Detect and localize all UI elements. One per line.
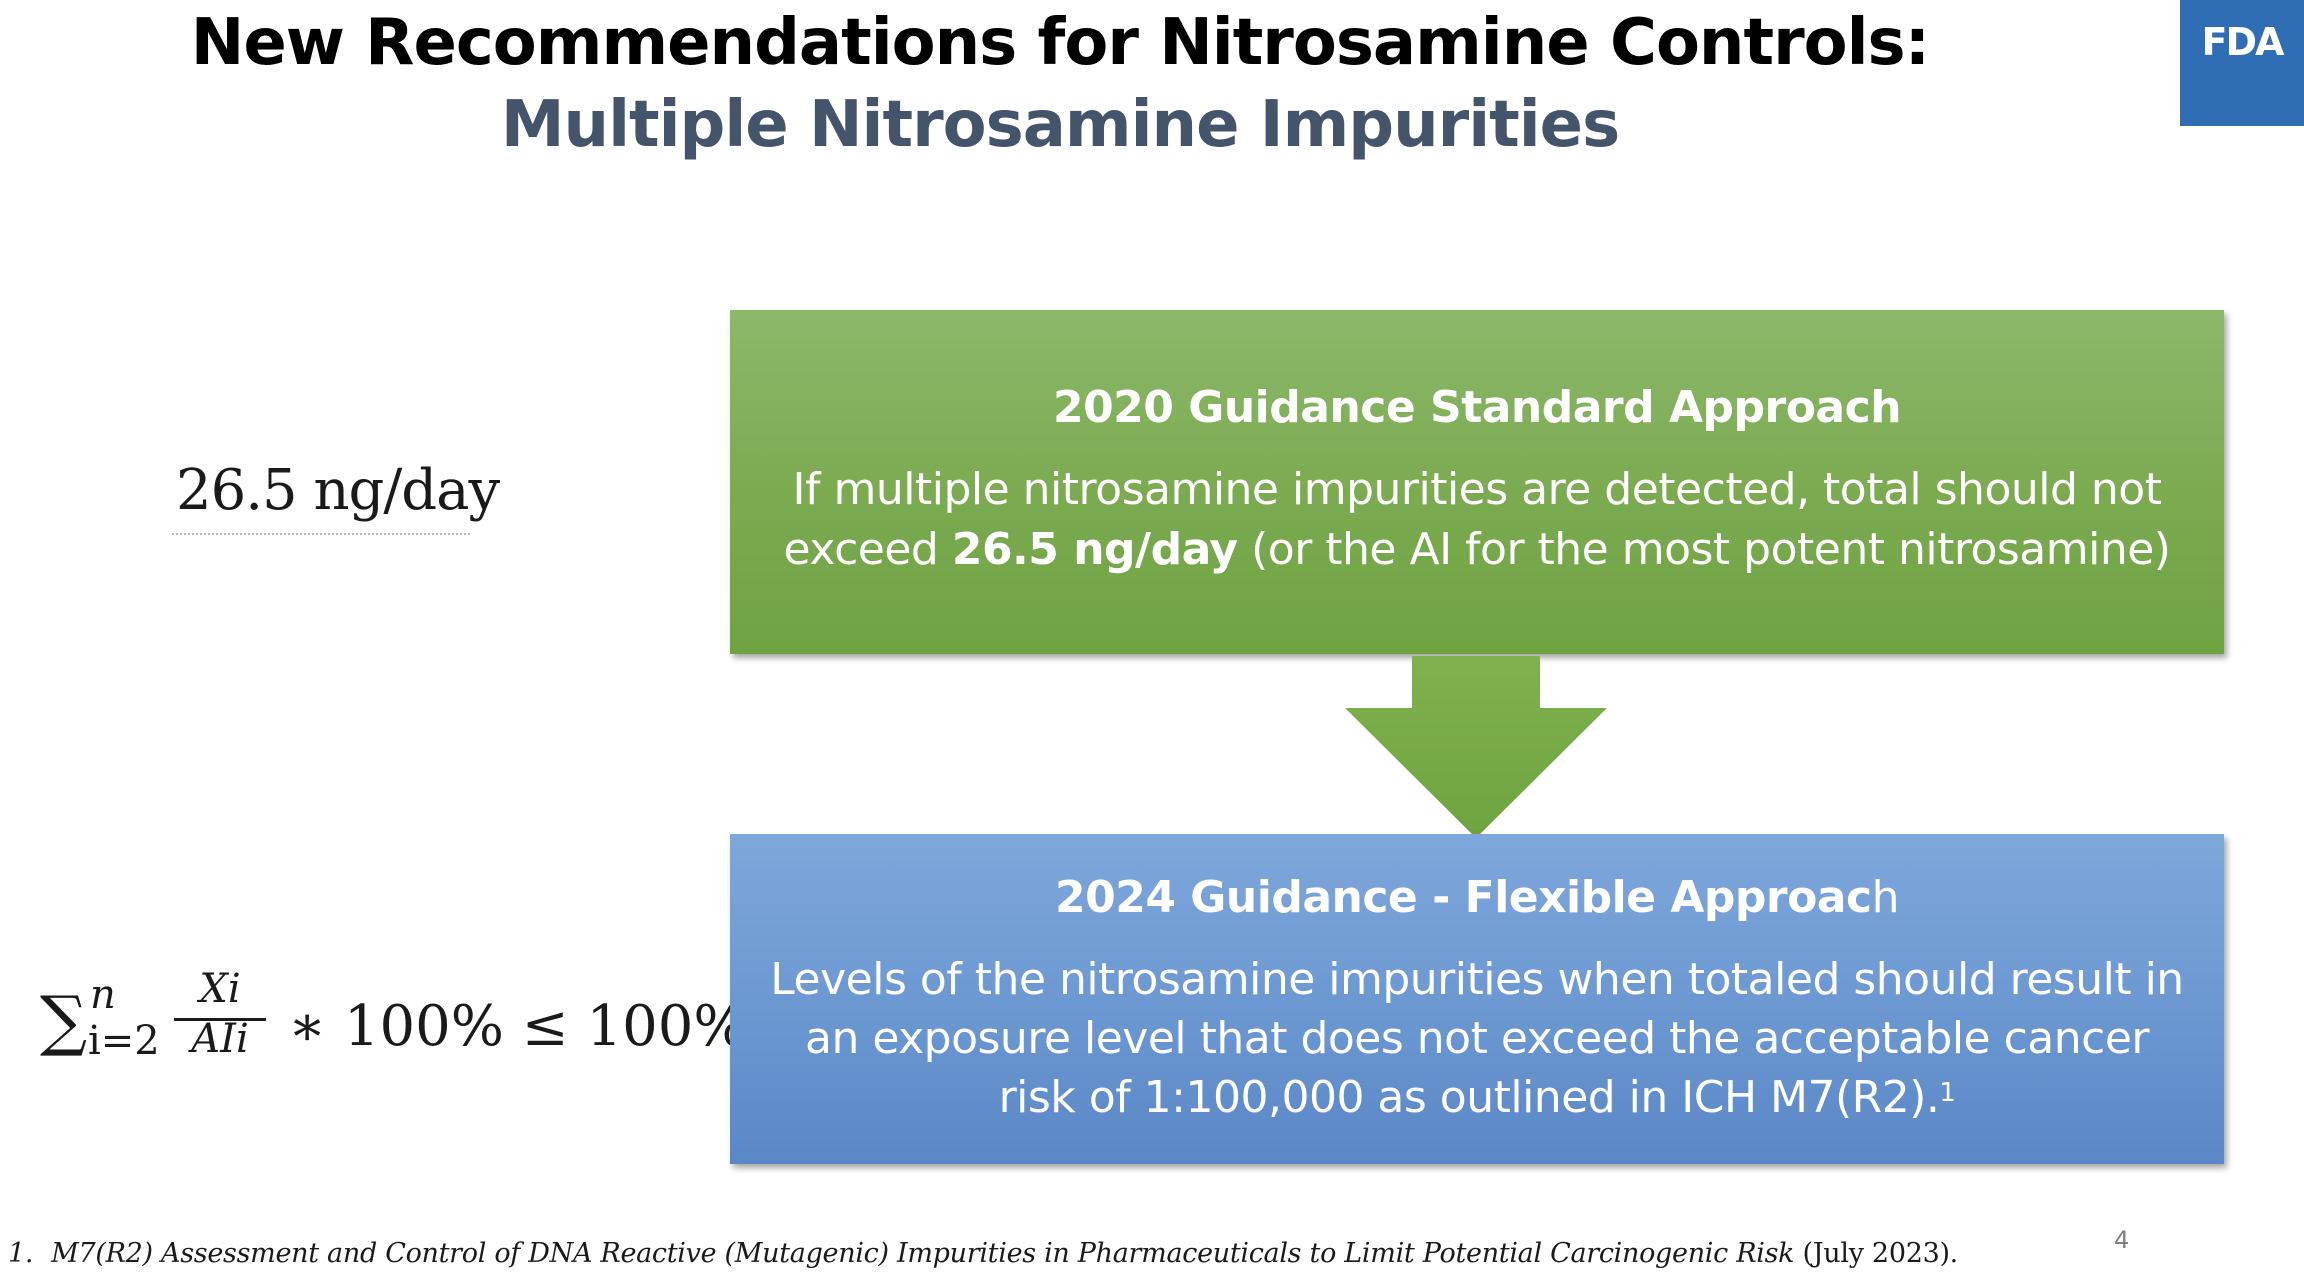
footnote: 1. M7(R2) Assessment and Control of DNA R… [8,1238,2108,1269]
guidance-2024-body: Levels of the nitrosamine impurities whe… [760,950,2194,1127]
footnote-reference: 1 [1939,1078,1956,1108]
fda-logo-text: FDA [2201,20,2285,64]
sum-upper-limit: n [90,972,116,1018]
sum-lower-limit: i=2 [88,1018,160,1064]
sigma-symbol: ∑ [40,982,88,1059]
summation-formula: ∑ n i=2 Xi AIi ∗ 100% ≤ 100% [40,966,747,1096]
title-line-2: Multiple Nitrosamine Impurities [500,88,1620,162]
guidance-2024-heading-rest: h [1871,872,1900,923]
guidance-2024-heading: 2024 Guidance - Flexible Approach [730,872,2224,923]
fraction-numerator: Xi [199,966,241,1012]
limit-value-text: 26.5 ng/day [176,458,500,523]
guidance-2020-box: 2020 Guidance Standard Approach If multi… [730,310,2224,654]
down-arrow-icon [1345,656,1607,838]
guidance-2024-body-text: Levels of the nitrosamine impurities whe… [770,954,2184,1123]
fraction-bar [174,1018,266,1021]
guidance-2020-body: If multiple nitrosamine impurities are d… [770,460,2184,580]
footnote-title: M7(R2) Assessment and Control of DNA Rea… [51,1238,1795,1269]
fda-logo: FDA [2180,0,2304,126]
guidance-2020-body-part1: If multiple nitrosamine impurities are d… [783,464,2162,575]
footnote-date: (July 2023). [1794,1238,1959,1269]
title-line-1: New Recommendations for Nitrosamine Cont… [190,6,1930,80]
guidance-2020-body-bold: 26.5 ng/day [951,524,1238,575]
guidance-2020-heading: 2020 Guidance Standard Approach [1052,382,1902,433]
fraction-denominator: AIi [191,1016,249,1062]
formula-inequality: ∗ 100% ≤ 100% [288,994,747,1059]
dotted-underline [172,533,470,535]
footnote-number: 1. [8,1238,34,1269]
page-number: 4 [2114,1226,2130,1254]
guidance-2024-box: 2024 Guidance - Flexible Approach Levels… [730,834,2224,1164]
guidance-2024-heading-bold: 2024 Guidance - Flexible Approac [1055,872,1872,923]
guidance-2020-body-part2: (or the AI for the most potent nitrosami… [1237,524,2171,575]
